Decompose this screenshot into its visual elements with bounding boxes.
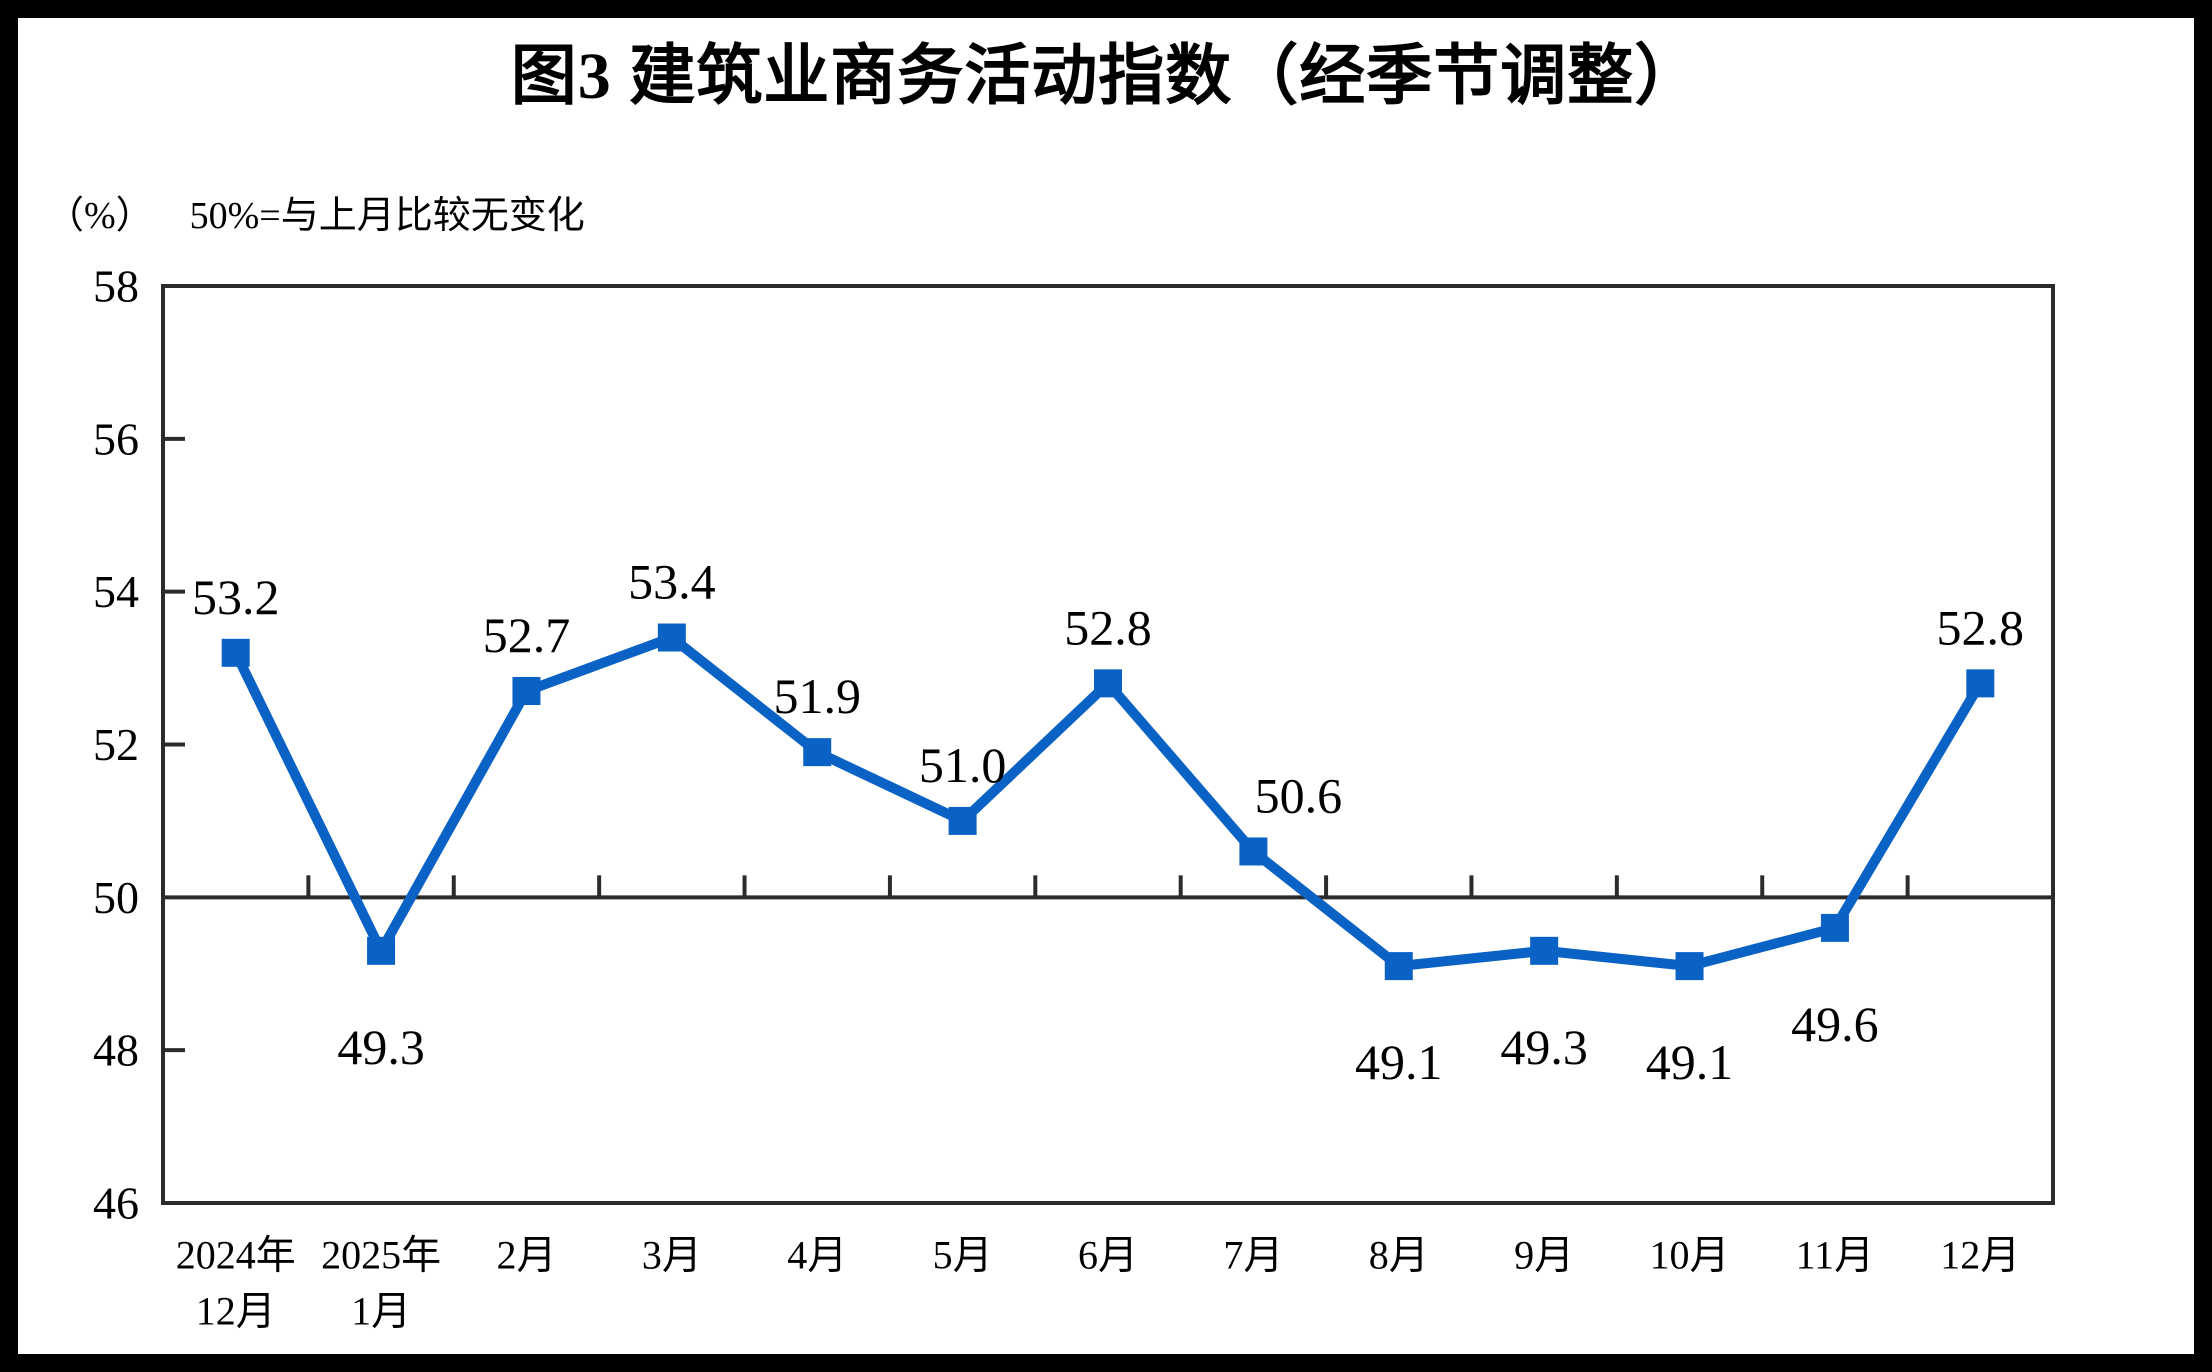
x-axis-label: 9月	[1514, 1233, 1574, 1278]
x-axis-label: 1月	[351, 1289, 411, 1334]
data-point-label: 49.3	[1500, 1019, 1588, 1075]
data-point-label: 53.4	[628, 554, 716, 610]
data-point-label: 53.2	[192, 569, 280, 625]
y-axis-unit-label: （%）	[46, 195, 154, 237]
x-axis-label: 2月	[496, 1233, 556, 1278]
baseline-note: 50%=与上月比较无变化	[189, 195, 585, 237]
y-tick-label: 58	[93, 261, 139, 312]
y-tick-label: 50	[93, 872, 139, 923]
data-point-marker	[512, 677, 541, 706]
x-axis-label: 4月	[787, 1233, 847, 1278]
chart-title: 图3 建筑业商务活动指数（经季节调整）	[510, 40, 1702, 113]
x-axis-label: 11月	[1796, 1233, 1875, 1278]
data-point-marker	[1530, 936, 1559, 965]
x-axis-label: 12月	[1940, 1233, 2020, 1278]
x-axis-label: 5月	[933, 1233, 993, 1278]
x-axis-label: 7月	[1223, 1233, 1283, 1278]
data-point-label: 52.7	[483, 607, 571, 663]
data-point-label: 52.8	[1937, 599, 2025, 655]
data-point-marker	[1384, 952, 1413, 981]
data-point-label: 51.9	[773, 668, 861, 724]
data-point-marker	[1966, 669, 1995, 698]
y-tick-label: 56	[93, 413, 139, 464]
x-axis-label: 10月	[1650, 1233, 1730, 1278]
data-point-label: 50.6	[1255, 767, 1343, 823]
chart-subtitle: （%） 50%=与上月比较无变化	[46, 195, 585, 238]
data-point-marker	[948, 806, 977, 835]
x-axis-label: 12月	[196, 1289, 276, 1334]
y-tick-label: 48	[93, 1025, 139, 1076]
data-point-marker	[1675, 952, 1704, 981]
data-point-marker	[1094, 669, 1122, 698]
data-point-label: 51.0	[919, 737, 1007, 793]
y-tick-label: 46	[93, 1178, 139, 1229]
data-point-label: 52.8	[1064, 599, 1152, 655]
data-point-marker	[657, 623, 686, 652]
data-point-marker	[1239, 837, 1268, 866]
data-point-label: 49.3	[337, 1019, 425, 1075]
y-tick-label: 54	[93, 566, 139, 617]
data-point-label: 49.1	[1646, 1034, 1734, 1090]
chart-canvas: 46 48 50 52 54 56 58 2024年 12月 2025年 1月 2月 3月 4月 5月 6月 7…	[93, 261, 2055, 1334]
plot-border	[161, 284, 2055, 1205]
y-tick-label: 52	[93, 719, 139, 770]
data-point-marker	[221, 638, 250, 667]
x-axis-label: 8月	[1369, 1233, 1429, 1278]
data-point-label: 49.6	[1791, 996, 1879, 1052]
data-point-marker	[367, 936, 396, 965]
data-point-marker	[803, 738, 832, 767]
data-point-label: 49.1	[1355, 1034, 1443, 1090]
x-axis-label: 6月	[1078, 1233, 1138, 1278]
data-point-marker	[1820, 913, 1849, 942]
x-axis-label: 2024年	[176, 1233, 296, 1278]
x-axis-label: 2025年	[321, 1233, 441, 1278]
x-axis-label: 3月	[642, 1233, 702, 1278]
